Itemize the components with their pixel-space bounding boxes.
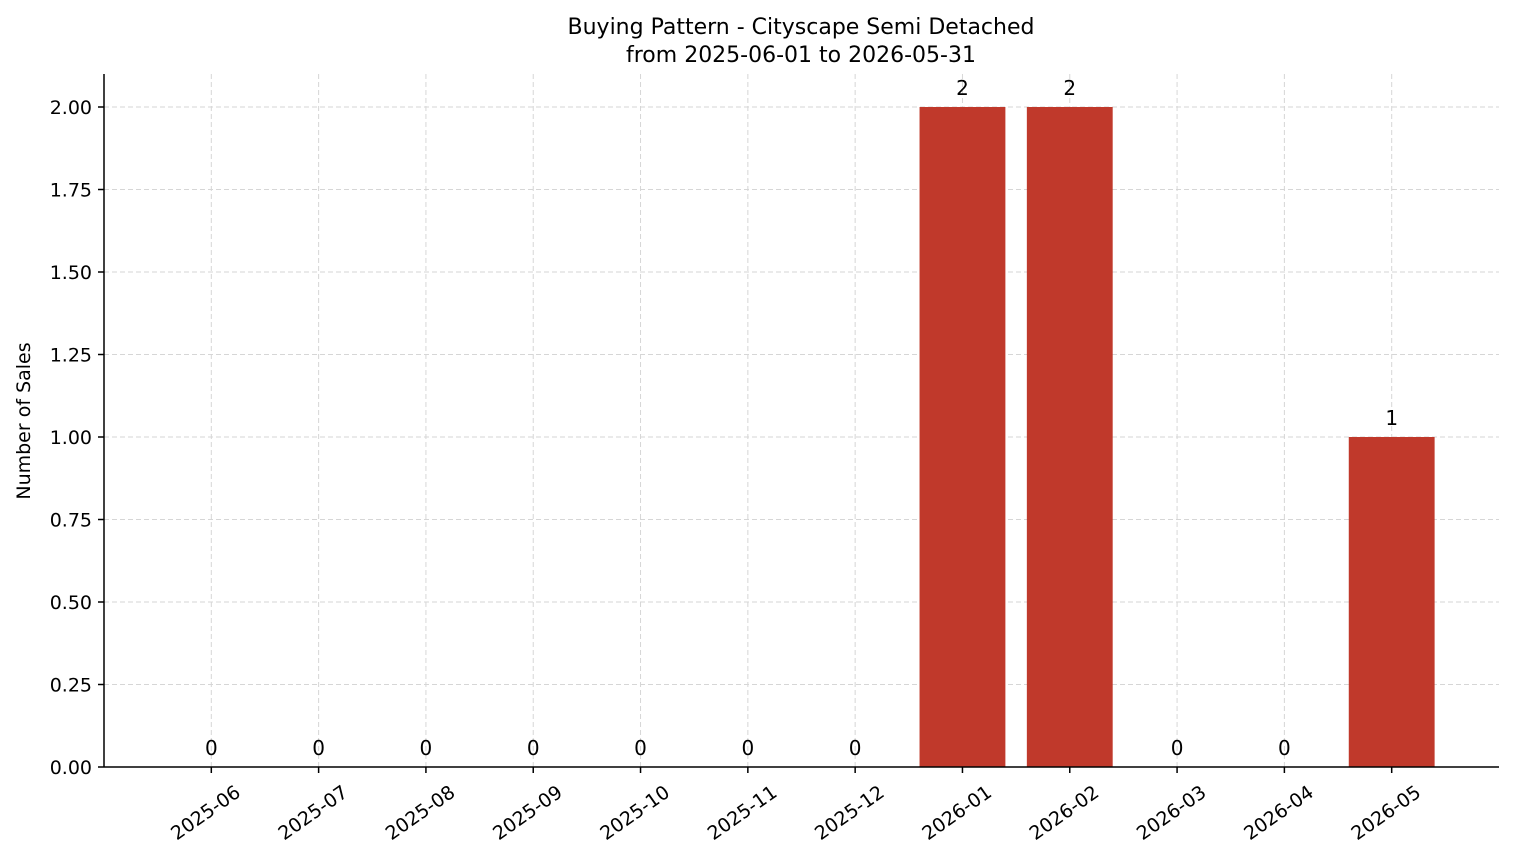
x-tick-label: 2026-05 xyxy=(1347,781,1425,845)
value-label: 0 xyxy=(741,736,754,760)
x-tick-label: 2025-10 xyxy=(596,781,674,845)
y-tick-label: 1.00 xyxy=(50,427,92,449)
x-tick-label: 2025-12 xyxy=(811,781,889,845)
bar xyxy=(919,107,1006,767)
x-tick-label: 2025-07 xyxy=(274,781,352,845)
x-tick-label: 2026-04 xyxy=(1240,781,1318,845)
chart-subtitle: from 2025-06-01 to 2026-05-31 xyxy=(626,43,976,68)
value-label: 1 xyxy=(1385,406,1398,430)
y-tick-label: 2.00 xyxy=(50,97,92,119)
bar xyxy=(1348,437,1435,767)
y-tick-label: 0.25 xyxy=(50,675,92,697)
value-label: 0 xyxy=(312,736,325,760)
y-tick-label: 1.25 xyxy=(50,345,92,367)
chart-title: Buying Pattern - Cityscape Semi Detached xyxy=(568,15,1035,40)
value-label: 0 xyxy=(420,736,433,760)
value-label: 2 xyxy=(1063,76,1076,100)
y-axis-label: Number of Sales xyxy=(13,342,35,499)
value-label: 0 xyxy=(527,736,540,760)
x-tick-label: 2025-11 xyxy=(704,781,782,845)
value-label: 2 xyxy=(956,76,969,100)
value-label: 0 xyxy=(849,736,862,760)
value-label: 0 xyxy=(1278,736,1291,760)
value-label: 0 xyxy=(205,736,218,760)
value-label: 0 xyxy=(1171,736,1184,760)
x-tick-label: 2025-06 xyxy=(167,781,245,845)
y-tick-label: 0.50 xyxy=(50,592,92,614)
y-tick-label: 0.75 xyxy=(50,510,92,532)
y-tick-label: 1.50 xyxy=(50,262,92,284)
bar xyxy=(1026,107,1113,767)
x-tick-label: 2025-09 xyxy=(489,781,567,845)
x-tick-label: 2026-03 xyxy=(1133,781,1211,845)
value-label: 0 xyxy=(634,736,647,760)
y-tick-label: 0.00 xyxy=(50,757,92,779)
x-tick-label: 2026-02 xyxy=(1026,781,1104,845)
y-tick-label: 1.75 xyxy=(50,180,92,202)
x-tick-label: 2026-01 xyxy=(918,781,996,845)
x-tick-label: 2025-08 xyxy=(382,781,460,845)
